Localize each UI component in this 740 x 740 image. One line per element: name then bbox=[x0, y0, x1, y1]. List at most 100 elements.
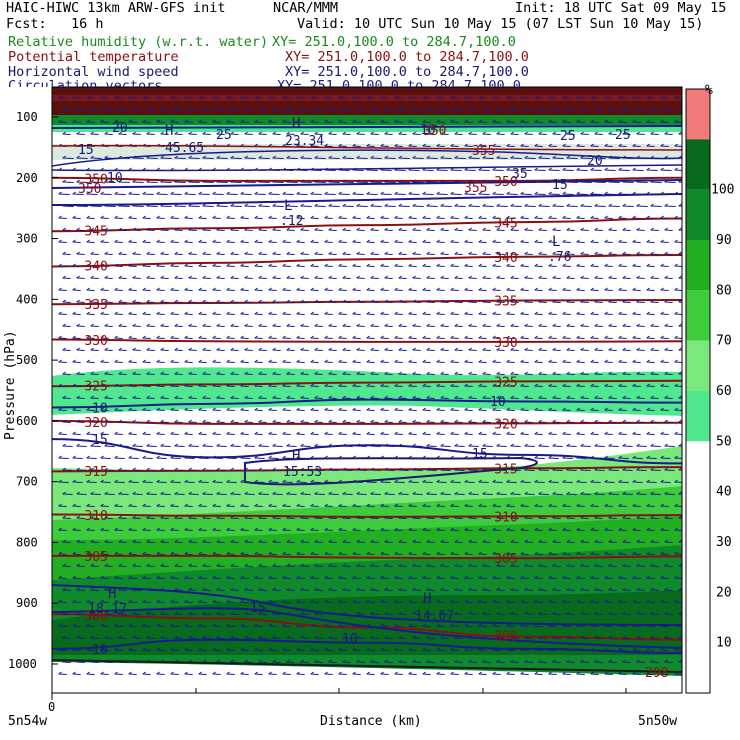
vector bbox=[170, 409, 179, 411]
vector bbox=[86, 529, 95, 531]
vector bbox=[324, 241, 333, 243]
vector bbox=[552, 133, 561, 135]
vector bbox=[240, 649, 249, 651]
vector bbox=[76, 181, 88, 183]
vector bbox=[632, 553, 641, 555]
vector bbox=[72, 457, 83, 459]
vector bbox=[254, 673, 263, 675]
colorbar-swatch bbox=[686, 290, 710, 341]
vector bbox=[594, 205, 606, 207]
vector bbox=[226, 265, 235, 267]
vector bbox=[394, 217, 403, 219]
vector bbox=[268, 313, 277, 315]
vector bbox=[76, 397, 85, 399]
vector bbox=[212, 193, 224, 195]
theta-label-330: 330 bbox=[84, 334, 107, 349]
colorbar-swatch bbox=[686, 240, 710, 291]
vector bbox=[240, 673, 249, 675]
vector bbox=[86, 361, 95, 363]
vector bbox=[394, 553, 403, 555]
vector bbox=[464, 577, 473, 579]
theta-label-320: 320 bbox=[84, 416, 107, 431]
vector bbox=[258, 229, 267, 231]
vector bbox=[170, 577, 179, 579]
vector bbox=[142, 457, 153, 459]
vector bbox=[230, 253, 239, 255]
vector bbox=[366, 481, 377, 483]
vector bbox=[646, 625, 655, 627]
vector bbox=[76, 661, 85, 663]
vector bbox=[478, 649, 487, 651]
vector bbox=[534, 433, 543, 435]
vector bbox=[590, 241, 599, 243]
vector bbox=[636, 301, 645, 303]
vector bbox=[282, 505, 291, 507]
vector bbox=[352, 265, 361, 267]
vector bbox=[660, 649, 669, 651]
vector bbox=[132, 277, 141, 279]
colorbar-swatch bbox=[686, 189, 710, 240]
speed-contour-15 bbox=[244, 456, 538, 486]
vector bbox=[356, 109, 365, 111]
vector bbox=[212, 553, 221, 555]
vector bbox=[58, 313, 67, 315]
vector bbox=[454, 565, 463, 567]
vector bbox=[160, 157, 172, 159]
vector bbox=[608, 253, 617, 255]
vector bbox=[244, 517, 253, 519]
vector bbox=[244, 469, 255, 471]
vector bbox=[188, 445, 199, 447]
vector bbox=[436, 385, 445, 387]
vector bbox=[632, 217, 641, 219]
vector bbox=[328, 589, 337, 591]
vector bbox=[422, 289, 431, 291]
vector bbox=[552, 229, 561, 231]
vector bbox=[272, 373, 281, 375]
vector bbox=[296, 529, 305, 531]
vector bbox=[324, 97, 333, 99]
vector bbox=[478, 241, 487, 243]
vector bbox=[422, 601, 431, 603]
vector bbox=[464, 409, 473, 411]
vector bbox=[618, 625, 627, 627]
vector bbox=[594, 397, 603, 399]
vector bbox=[132, 397, 141, 399]
vector bbox=[636, 613, 645, 615]
vector bbox=[328, 205, 340, 207]
vector bbox=[258, 373, 267, 375]
vector bbox=[198, 241, 207, 243]
vector bbox=[440, 661, 449, 663]
vector bbox=[576, 673, 585, 675]
vector bbox=[674, 169, 682, 171]
vector bbox=[258, 301, 267, 303]
vector bbox=[184, 457, 195, 459]
vector bbox=[128, 577, 137, 579]
vector bbox=[482, 325, 491, 327]
speed-label: 10 bbox=[490, 395, 506, 410]
vector bbox=[632, 169, 644, 171]
vector bbox=[286, 325, 295, 327]
vector bbox=[660, 385, 669, 387]
vector bbox=[86, 577, 95, 579]
vector bbox=[76, 589, 85, 591]
vector bbox=[674, 649, 682, 651]
vector bbox=[370, 109, 379, 111]
vector bbox=[408, 553, 417, 555]
vector bbox=[660, 433, 669, 435]
vector bbox=[72, 217, 81, 219]
vector bbox=[478, 337, 487, 339]
vector bbox=[272, 277, 281, 279]
vector bbox=[674, 265, 682, 267]
speed-contour-10 bbox=[52, 398, 682, 409]
vector bbox=[454, 445, 465, 447]
vector bbox=[566, 637, 575, 639]
vector bbox=[314, 133, 323, 135]
vector bbox=[632, 481, 643, 483]
vector bbox=[114, 121, 123, 123]
vector bbox=[370, 349, 379, 351]
vector bbox=[184, 673, 193, 675]
vector bbox=[352, 313, 361, 315]
vector bbox=[296, 97, 305, 99]
vector bbox=[338, 265, 347, 267]
vector bbox=[562, 169, 574, 171]
